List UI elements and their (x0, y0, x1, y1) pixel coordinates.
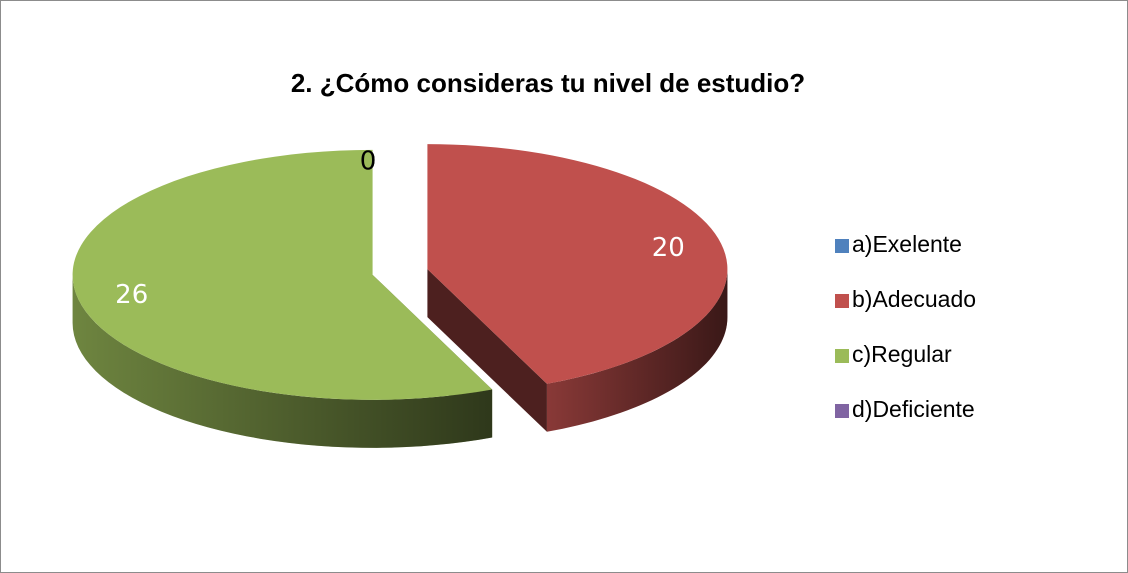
legend-swatch (835, 294, 849, 308)
chart-title: 2. ¿Cómo consideras tu nivel de estudio? (291, 68, 805, 98)
legend-label: b)Adecuado (852, 286, 976, 312)
legend-label: d)Deficiente (852, 396, 975, 422)
data-label: 26 (115, 280, 148, 310)
slice-side-shade (72, 274, 493, 448)
data-label: 20 (652, 233, 685, 263)
pie-slice (427, 144, 728, 432)
data-label: 0 (360, 147, 377, 177)
slice-side-shade (546, 269, 728, 432)
legend-label: a)Exelente (852, 231, 962, 257)
slice-top (427, 144, 728, 384)
legend-swatch (835, 349, 849, 363)
legend-label: c)Regular (852, 341, 952, 367)
slice-top (72, 149, 493, 400)
legend-swatch (835, 404, 849, 418)
legend-swatch (835, 239, 849, 253)
pie-slice (72, 149, 493, 448)
slice-wall (427, 269, 547, 432)
